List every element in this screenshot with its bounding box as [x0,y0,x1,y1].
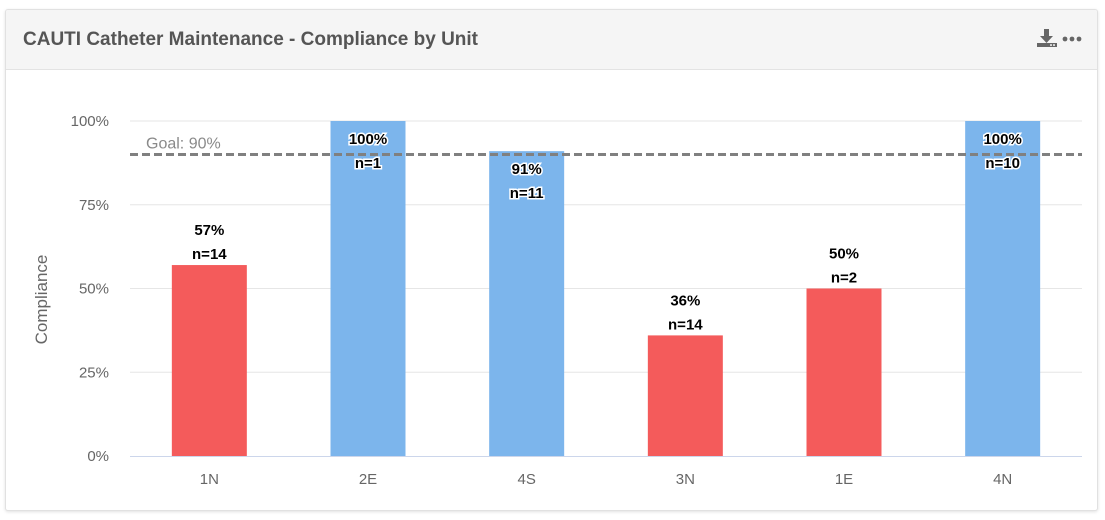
bar [647,335,723,456]
bar-value-label: 57% [194,222,224,239]
y-tick-label: 25% [79,364,109,381]
x-tick-label: 4S [517,471,535,488]
bar [965,121,1041,456]
bar-value-label: 100% [983,131,1021,148]
data-labels-layer: 57% n=14 100% n=1 91% n=11 36% n=14 50% n=2 100% n=… [191,130,1024,335]
bar-value-label: 50% [829,246,859,263]
y-axis-title: Compliance [32,255,51,345]
y-tick-label: 50% [79,281,109,298]
bar-count-label: n=2 [831,270,857,287]
x-tick-label: 4N [993,471,1012,488]
more-horizontal-icon[interactable] [1062,28,1082,48]
bar [489,151,565,456]
bar-count-label: n=10 [985,155,1020,172]
card-header: CAUTI Catheter Maintenance - Compliance … [6,10,1097,70]
y-tick-label: 100% [71,113,109,130]
bar [806,288,882,456]
chart-title: CAUTI Catheter Maintenance - Compliance … [23,29,479,50]
bar-count-label: n=14 [192,246,227,263]
bar-value-label: 91% [512,161,542,178]
x-tick-label: 3N [676,471,695,488]
goal-layer: Goal: 90% [130,136,1082,156]
bars-layer [171,121,1041,456]
bar-count-label: n=1 [355,155,381,172]
x-tick-label: 2E [359,471,377,488]
y-tick-label: 75% [79,197,109,214]
bar-value-label: 36% [670,292,700,309]
axis-layer: 0% 25% 50% 75% 100% 1N 2E 4S 3N 1E 4N [71,113,1082,488]
goal-label: Goal: 90% [146,136,221,153]
bar-value-label: 100% [349,131,387,148]
y-tick-label: 0% [87,448,109,465]
header-tools [1036,28,1082,48]
bar-count-label: n=14 [668,316,703,333]
bar [330,121,406,456]
bar-count-label: n=11 [510,185,544,202]
x-tick-label: 1E [835,471,853,488]
x-tick-label: 1N [200,471,219,488]
grid-layer [130,120,1082,373]
download-icon[interactable] [1036,28,1058,48]
bar [171,265,247,456]
